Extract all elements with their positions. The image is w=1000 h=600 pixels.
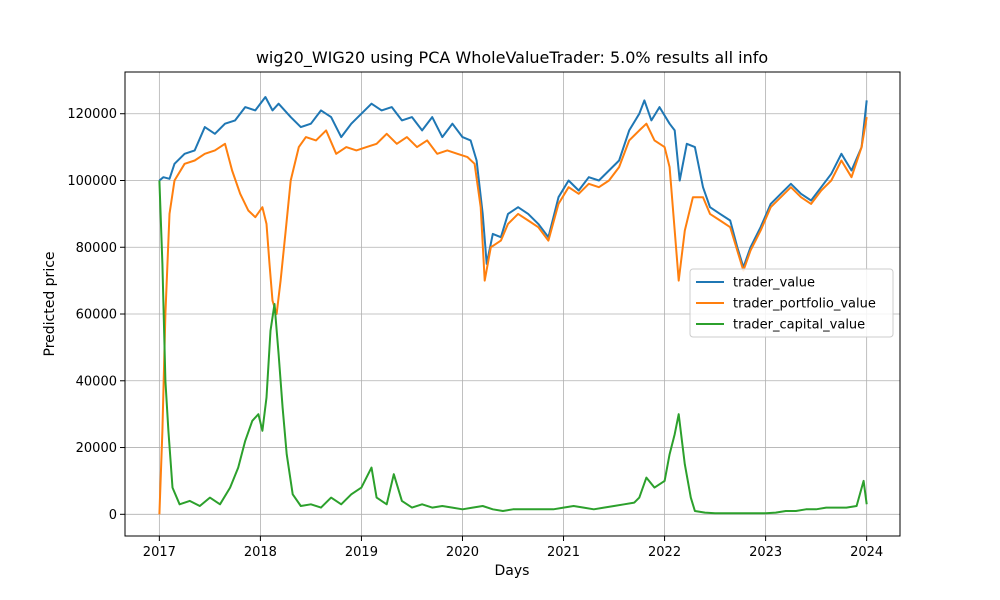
plot-frame: [124, 71, 901, 537]
legend-box: [689, 268, 894, 338]
series-layer: [158, 96, 868, 515]
x-tick-label: 2022: [648, 545, 681, 560]
y-tick-label: 120000: [67, 107, 117, 122]
y-tick-label: 40000: [76, 374, 117, 389]
x-tick-label: 2020: [446, 545, 479, 560]
x-tick-label: 2017: [143, 545, 176, 560]
y-tick-label: 60000: [76, 308, 117, 323]
x-axis-label: Days: [495, 563, 530, 579]
x-axis: 2017 2018 2019 2020 2021 2022 2023 2024: [143, 536, 883, 560]
series-line-trader-portfolio-value: [158, 116, 868, 515]
legend-label: trader_capital_value: [733, 318, 865, 333]
y-tick-label: 100000: [67, 174, 117, 189]
chart-title: wig20_WIG20 using PCA WholeValueTrader: …: [256, 48, 768, 68]
legend-label: trader_value: [733, 276, 815, 291]
x-tick-label: 2021: [547, 545, 580, 560]
x-tick-label: 2019: [345, 545, 378, 560]
legend-label: trader_portfolio_value: [733, 297, 876, 312]
legend: trader_value trader_portfolio_valuetrader…: [689, 268, 894, 338]
y-axis-label: Predicted price: [42, 251, 58, 356]
series-line-trader-capital-value: [158, 180, 868, 515]
y-tick-label: 80000: [76, 241, 117, 256]
y-tick-label: 20000: [76, 441, 117, 456]
x-tick-label: 2018: [244, 545, 277, 560]
y-axis: 0 20000 40000 60000 80000 100000 120000: [67, 107, 125, 523]
x-tick-label: 2024: [850, 545, 883, 560]
y-tick-label: 0: [109, 508, 117, 523]
x-tick-label: 2023: [749, 545, 782, 560]
